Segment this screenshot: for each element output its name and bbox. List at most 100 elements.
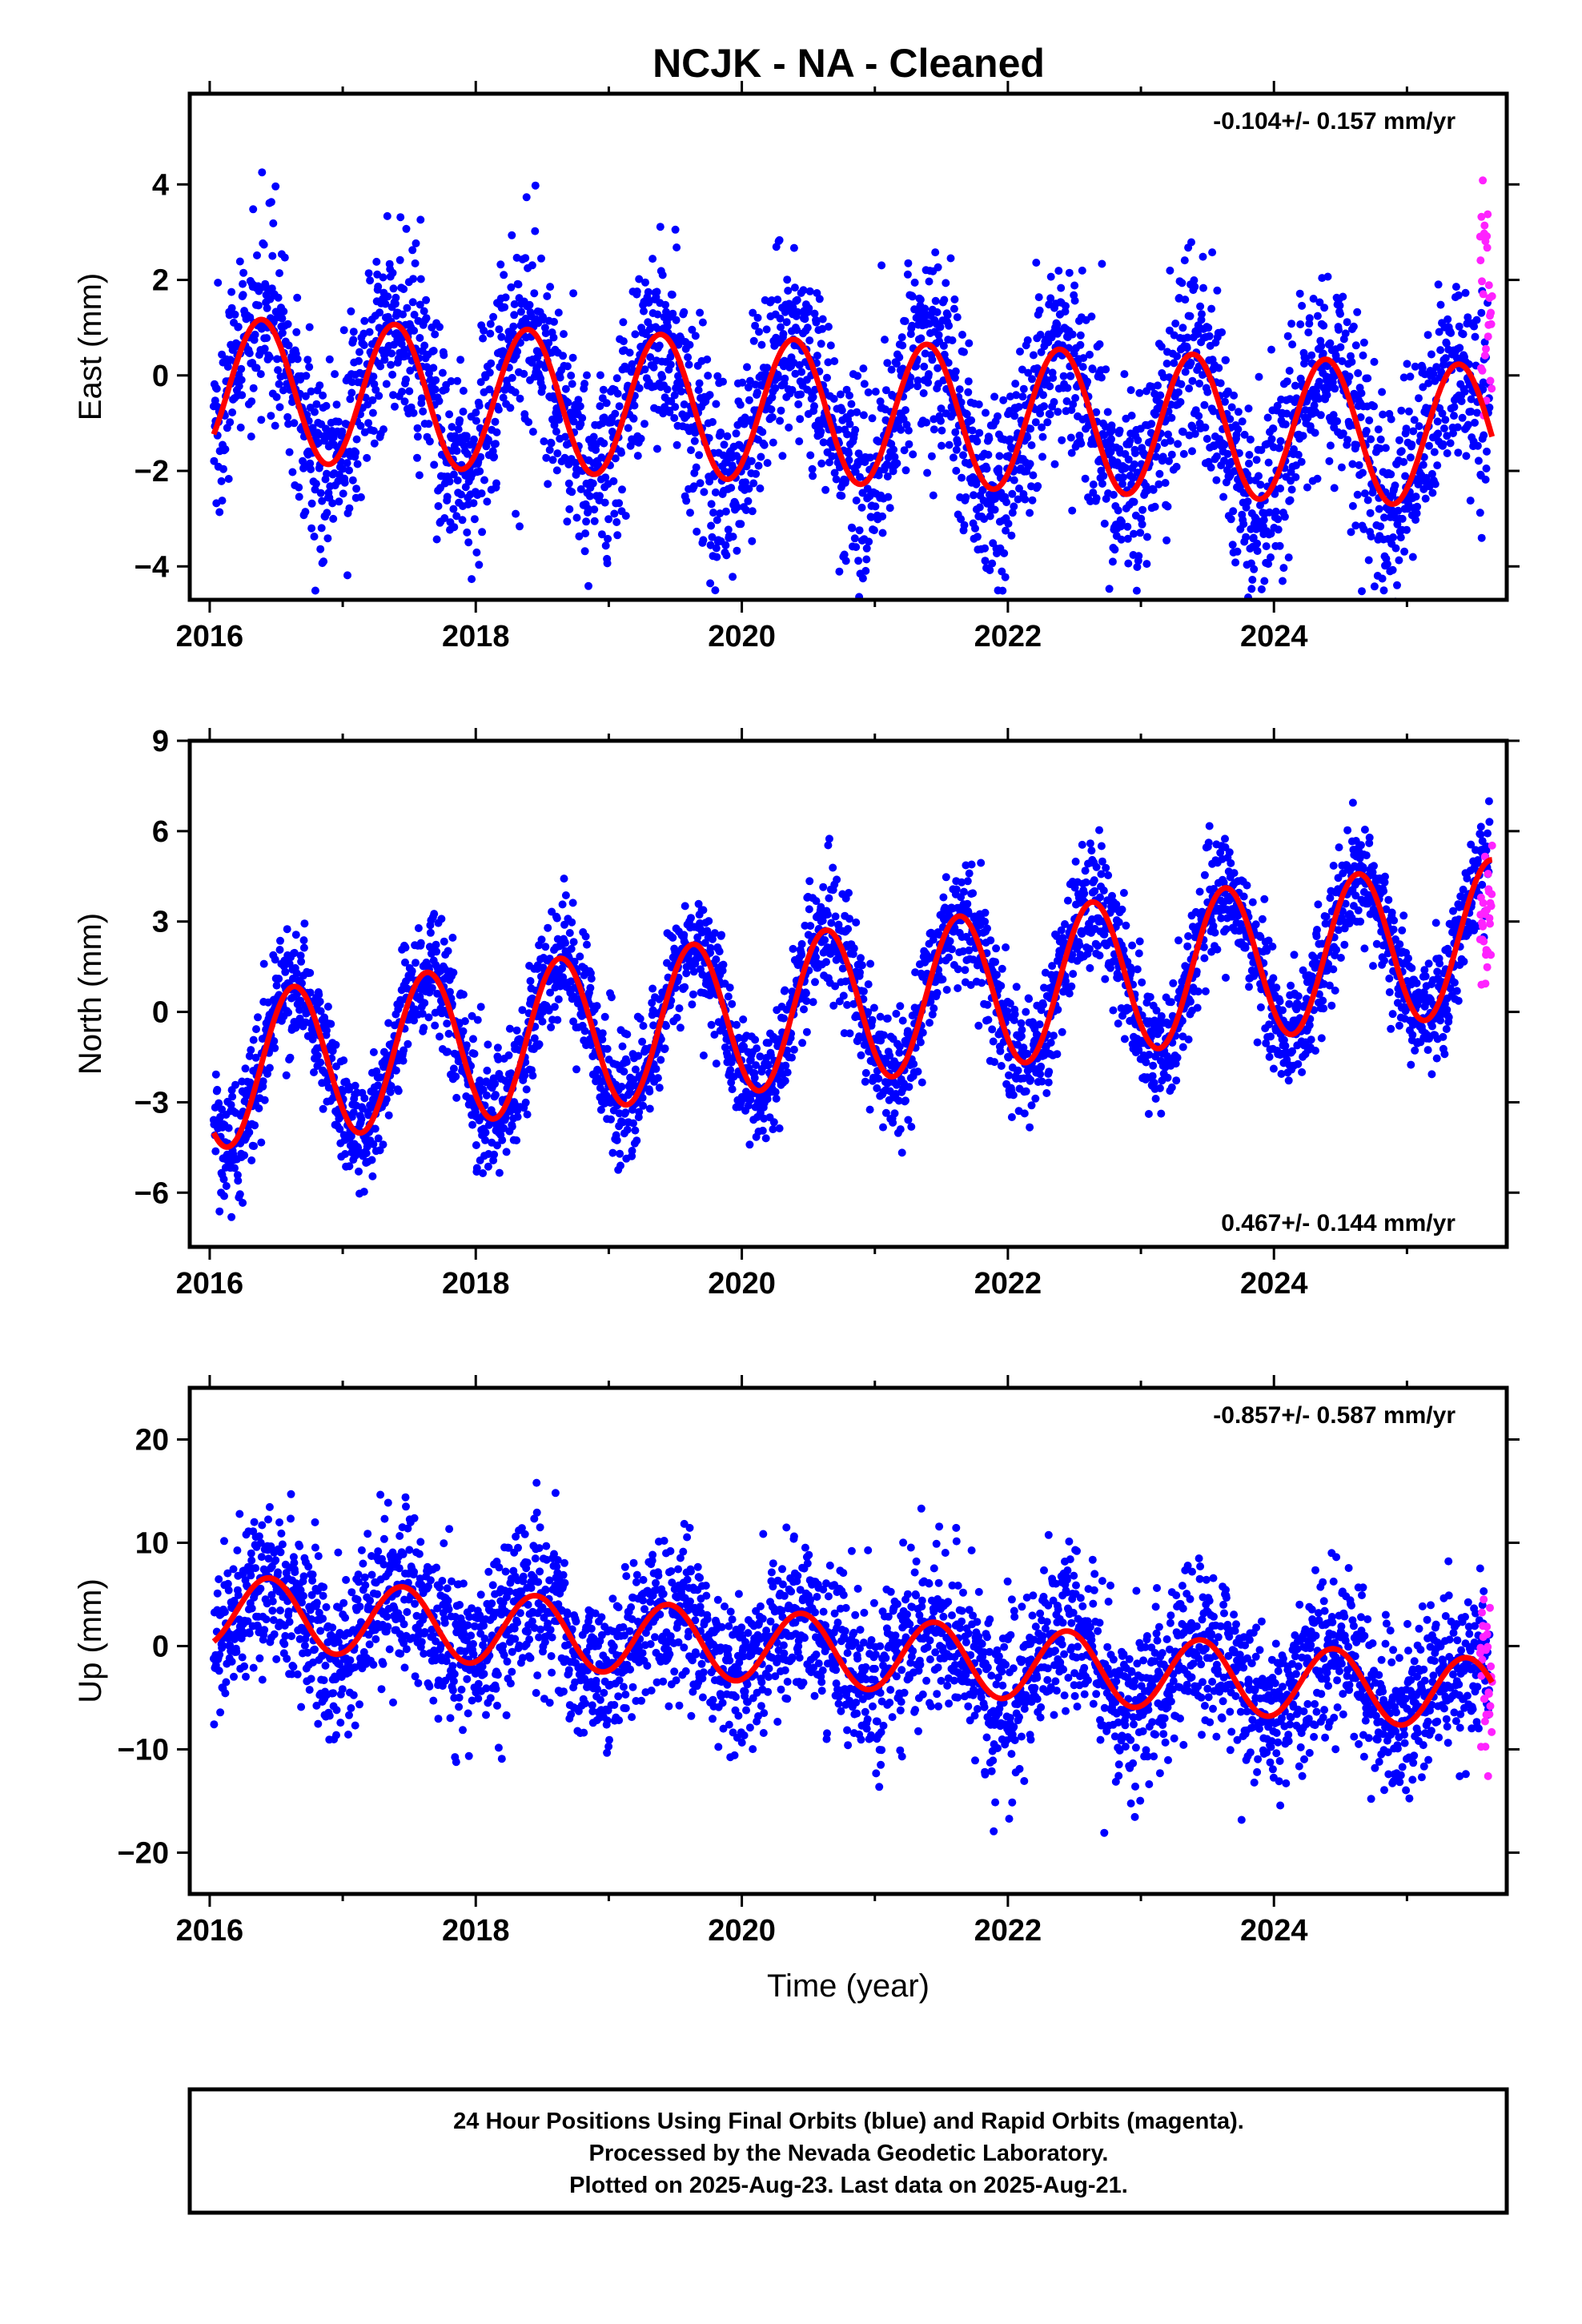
final-orbit-point (279, 386, 287, 395)
final-orbit-point (501, 1113, 510, 1122)
final-orbit-point (833, 875, 841, 884)
final-orbit-point (432, 376, 440, 384)
final-orbit-point (1317, 342, 1326, 351)
final-orbit-point (751, 1035, 760, 1044)
final-orbit-point (898, 341, 907, 350)
final-orbit-point (463, 528, 472, 537)
final-orbit-point (631, 330, 640, 339)
final-orbit-point (600, 498, 609, 507)
x-tick-label: 2016 (176, 620, 244, 653)
final-orbit-point (929, 491, 938, 500)
final-orbit-point (1403, 360, 1411, 368)
final-orbit-point (332, 400, 341, 409)
final-orbit-point (432, 940, 440, 949)
final-orbit-point (1234, 425, 1243, 434)
final-orbit-point (756, 1052, 765, 1061)
final-orbit-point (484, 1162, 492, 1171)
final-orbit-point (774, 373, 783, 382)
final-orbit-point (705, 991, 714, 999)
final-orbit-point (444, 1047, 452, 1056)
final-orbit-point (469, 499, 478, 508)
final-orbit-point (489, 312, 498, 321)
final-orbit-point (215, 1099, 223, 1108)
final-orbit-point (1026, 509, 1034, 517)
final-orbit-point (1068, 330, 1077, 339)
final-orbit-point (883, 472, 892, 480)
final-orbit-point (680, 308, 689, 316)
final-orbit-point (616, 1161, 624, 1170)
final-orbit-point (1088, 365, 1097, 374)
final-orbit-point (351, 448, 360, 456)
final-orbit-point (1039, 391, 1047, 400)
final-orbit-point (302, 372, 311, 380)
final-orbit-point (265, 353, 274, 362)
final-orbit-point (638, 1093, 647, 1102)
final-orbit-point (916, 296, 925, 304)
final-orbit-point (887, 365, 896, 374)
final-orbit-point (1066, 372, 1075, 380)
final-orbit-point (600, 439, 608, 448)
y-axis-label: East (mm) (73, 273, 108, 420)
final-orbit-point (1260, 577, 1269, 585)
final-orbit-point (538, 383, 547, 392)
final-orbit-point (1423, 331, 1432, 340)
final-orbit-point (812, 318, 821, 327)
final-orbit-point (491, 417, 500, 426)
final-orbit-point (644, 287, 652, 296)
final-orbit-point (1108, 426, 1116, 435)
final-orbit-point (490, 1150, 499, 1159)
final-orbit-point (227, 304, 236, 312)
final-orbit-point (609, 476, 618, 485)
final-orbit-point (1387, 470, 1395, 479)
final-orbit-point (531, 181, 540, 190)
final-orbit-point (1124, 559, 1133, 568)
final-orbit-point (1049, 374, 1058, 382)
final-orbit-point (278, 314, 287, 323)
final-orbit-point (401, 943, 410, 952)
final-orbit-point (645, 1088, 654, 1096)
final-orbit-point (877, 261, 886, 270)
final-orbit-point (387, 1082, 396, 1090)
final-orbit-point (274, 366, 283, 375)
final-orbit-point (1298, 301, 1307, 310)
final-orbit-point (817, 340, 825, 348)
final-orbit-point (223, 363, 232, 371)
final-orbit-point (1419, 452, 1428, 461)
final-orbit-point (809, 392, 817, 401)
final-orbit-point (528, 428, 537, 436)
final-orbit-point (973, 437, 982, 446)
final-orbit-point (1126, 436, 1134, 445)
final-orbit-point (1178, 279, 1186, 287)
final-orbit-point (568, 488, 576, 497)
plot-frame (187, 91, 1509, 602)
final-orbit-point (858, 574, 867, 583)
final-orbit-point (457, 490, 465, 499)
final-orbit-point (507, 283, 516, 292)
final-orbit-point (945, 440, 954, 449)
final-orbit-point (1167, 450, 1176, 459)
final-orbit-point (245, 1128, 254, 1136)
final-orbit-point (576, 952, 584, 961)
final-orbit-point (1059, 372, 1068, 380)
final-orbit-point (509, 322, 518, 331)
final-orbit-point (1068, 506, 1077, 515)
final-orbit-point (1255, 372, 1263, 381)
final-orbit-point (1302, 355, 1310, 364)
final-orbit-point (709, 418, 717, 426)
final-orbit-point (636, 1015, 644, 1023)
final-orbit-point (322, 401, 331, 410)
final-orbit-point (751, 321, 760, 330)
final-orbit-point (688, 325, 697, 334)
final-orbit-point (895, 353, 904, 362)
final-orbit-point (805, 304, 813, 312)
final-orbit-point (921, 304, 930, 313)
final-orbit-point (516, 394, 524, 403)
final-orbit-point (296, 951, 305, 960)
final-orbit-point (382, 380, 391, 388)
final-orbit-point (400, 285, 408, 293)
final-orbit-point (251, 330, 259, 339)
final-orbit-point (1326, 441, 1335, 450)
final-orbit-point (420, 307, 428, 316)
final-orbit-point (366, 276, 375, 285)
